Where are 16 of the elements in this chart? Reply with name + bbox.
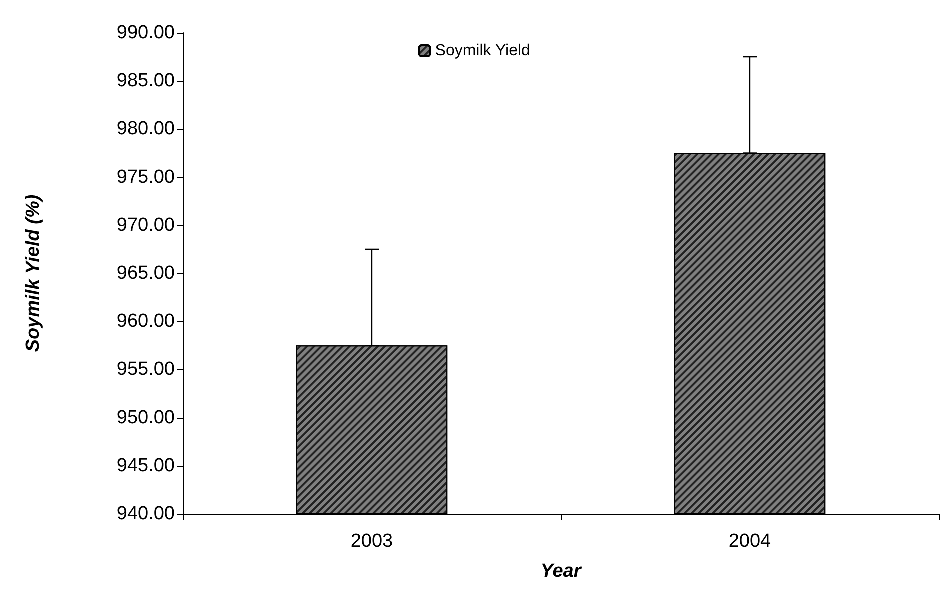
y-tick-label: 945.00	[116, 455, 175, 476]
x-tick-label: 2004	[728, 531, 772, 552]
y-tick-label: 985.00	[116, 70, 175, 92]
y-tick-label: 965.00	[116, 263, 175, 284]
x-axis-title: Year	[540, 561, 583, 582]
y-tick-label: 980.00	[116, 118, 175, 140]
legend-label: Soymilk Yield	[435, 42, 530, 60]
y-axis-title: Soymilk Yield (%)	[23, 194, 44, 352]
y-tick-label: 975.00	[116, 166, 175, 188]
y-tick-label: 970.00	[116, 214, 175, 236]
y-tick-label: 950.00	[116, 407, 175, 428]
y-tick-label: 960.00	[116, 311, 175, 332]
x-tick-label: 2003	[350, 531, 394, 552]
y-tick-label: 955.00	[116, 359, 175, 380]
y-tick-label: 940.00	[116, 504, 175, 524]
y-tick-label: 990.00	[116, 22, 175, 44]
